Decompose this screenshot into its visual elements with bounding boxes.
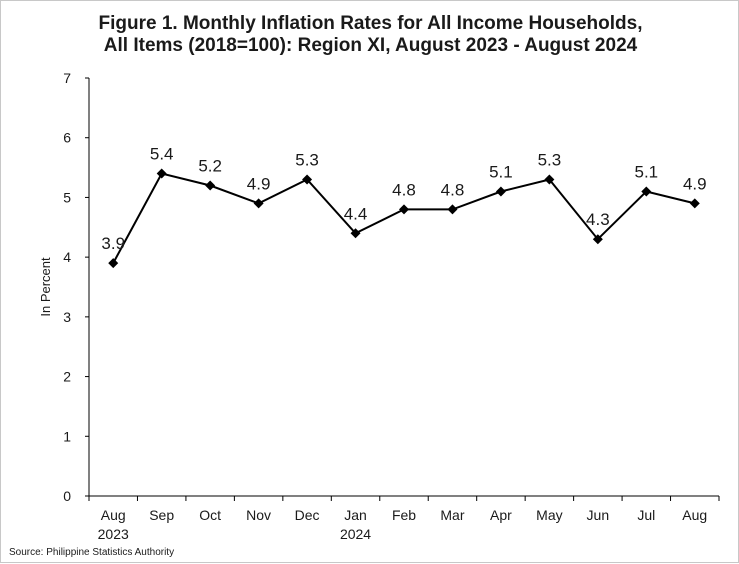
y-tick-label: 3 <box>63 309 71 325</box>
x-tick-label: Aug <box>101 507 126 523</box>
data-label: 4.9 <box>247 174 271 193</box>
data-point-marker <box>156 168 167 179</box>
y-tick-label: 6 <box>63 130 71 146</box>
data-label: 5.1 <box>634 162 658 181</box>
x-tick-label: Jul <box>637 507 655 523</box>
x-tick-label: Oct <box>199 507 221 523</box>
chart-title: Figure 1. Monthly Inflation Rates for Al… <box>1 13 739 57</box>
x-tick-label: Sep <box>149 507 174 523</box>
x-tick-label: 2023 <box>98 526 129 542</box>
data-point-marker <box>544 174 555 185</box>
data-point-marker <box>399 204 409 215</box>
x-tick-label: Mar <box>440 507 464 523</box>
chart-title-line-1: Figure 1. Monthly Inflation Rates for Al… <box>98 13 643 34</box>
data-point-marker <box>689 198 700 209</box>
x-tick-label: Apr <box>490 507 512 523</box>
chart-title-line-2: All Items (2018=100): Region XI, August … <box>103 35 638 56</box>
source-note: Source: Philippine Statistics Authority <box>9 547 175 558</box>
data-label: 4.8 <box>441 180 465 199</box>
data-label: 3.9 <box>101 234 125 253</box>
data-label: 5.3 <box>538 151 562 170</box>
x-tick-label: Jan <box>344 507 367 523</box>
y-tick-label: 0 <box>63 488 71 504</box>
y-tick-label: 5 <box>63 189 71 205</box>
x-tick-label: May <box>536 507 562 523</box>
x-tick-label: Feb <box>392 507 416 523</box>
data-point-marker <box>592 234 603 245</box>
y-axis-title: In Percent <box>38 257 53 317</box>
data-point-marker <box>302 174 313 185</box>
data-label: 4.3 <box>586 210 610 229</box>
y-tick-label: 2 <box>63 369 71 385</box>
data-label: 5.3 <box>295 151 319 170</box>
data-label: 4.4 <box>344 204 368 223</box>
data-label: 5.4 <box>150 145 174 164</box>
data-label: 4.9 <box>683 174 707 193</box>
data-point-marker <box>495 186 506 197</box>
x-tick-label: Aug <box>682 507 707 523</box>
y-tick-label: 1 <box>63 428 71 444</box>
data-label: 5.1 <box>489 162 513 181</box>
data-label: 5.2 <box>198 156 222 175</box>
data-point-marker <box>108 258 119 269</box>
data-point-marker <box>641 186 652 197</box>
y-tick-label: 4 <box>63 249 71 265</box>
x-tick-label: 2024 <box>340 526 371 542</box>
x-tick-label: Dec <box>295 507 320 523</box>
data-label: 4.8 <box>392 180 416 199</box>
y-tick-label: 7 <box>63 70 71 86</box>
x-tick-label: Nov <box>246 507 271 523</box>
data-point-marker <box>205 180 216 191</box>
data-point-marker <box>253 198 264 209</box>
data-point-marker <box>447 204 458 215</box>
data-point-marker <box>350 228 361 239</box>
x-tick-label: Jun <box>587 507 610 523</box>
